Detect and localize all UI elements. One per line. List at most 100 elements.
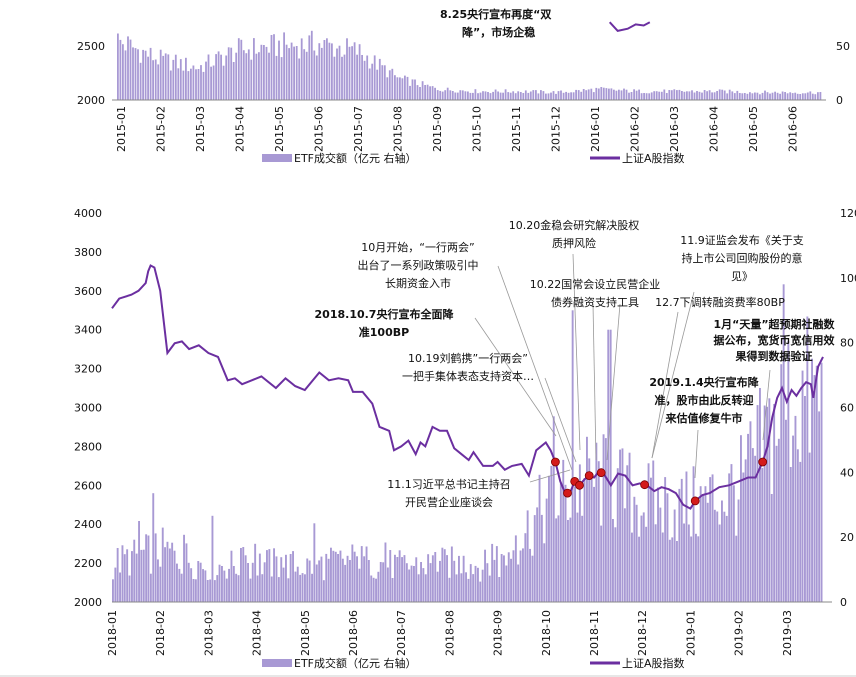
top-etf-bar: [791, 93, 794, 100]
top-etf-bar: [560, 90, 562, 100]
bottom-etf-bar: [548, 475, 550, 602]
bottom-etf-bar: [448, 577, 451, 602]
bottom-etf-bar: [723, 511, 726, 602]
bottom-etf-bar: [285, 554, 287, 602]
bottom-etf-bar: [673, 509, 676, 602]
bottom-index-line: [111, 264, 824, 510]
bottom-etf-bar: [820, 362, 823, 602]
bottom-etf-bar: [311, 573, 313, 602]
bottom-etf-bar: [121, 545, 124, 602]
bottom-etf-bar: [517, 564, 520, 602]
bottom-etf-bar: [555, 518, 558, 602]
top-etf-bar: [673, 89, 676, 100]
top-etf-bar: [414, 79, 416, 100]
top-etf-bar: [484, 91, 487, 100]
top-annotation-line: 降”，市场企稳: [462, 25, 535, 39]
bottom-etf-bar: [645, 526, 648, 602]
top-etf-bar: [185, 57, 187, 100]
top-etf-bar: [419, 87, 421, 100]
top-etf-bar: [152, 60, 154, 100]
bottom-etf-bar: [398, 550, 401, 602]
bottom-y-left-tick-label: 3800: [74, 246, 102, 259]
bottom-y-left-tick-label: 3000: [74, 402, 102, 415]
bottom-etf-bar: [270, 576, 273, 602]
top-etf-bar: [235, 52, 238, 100]
top-etf-bar: [512, 91, 515, 100]
bottom-etf-bar: [664, 477, 667, 602]
top-etf-bar: [786, 93, 789, 100]
bottom-etf-bar: [536, 507, 539, 602]
bottom-etf-bar: [623, 508, 626, 602]
bottom-etf-bar: [761, 468, 764, 602]
top-etf-bar: [295, 46, 298, 100]
event-marker: [551, 457, 560, 467]
top-etf-bar: [263, 45, 265, 100]
bottom-legend-line-label: 上证A股指数: [622, 656, 685, 670]
bottom-etf-bar: [529, 548, 531, 602]
bottom-etf-bar: [339, 550, 342, 602]
top-etf-bar: [197, 69, 200, 100]
bottom-etf-bar: [747, 433, 749, 602]
bottom-etf-bar: [804, 396, 806, 602]
top-etf-bar: [215, 54, 217, 100]
bottom-etf-bar: [569, 517, 572, 602]
bottom-legend-bar-swatch: [262, 659, 292, 667]
top-etf-bar: [449, 90, 452, 100]
bottom-y-left-tick-label: 2400: [74, 518, 102, 531]
top-etf-bar: [600, 87, 603, 100]
bottom-y-right-tick-label: 60: [840, 402, 854, 415]
bottom-etf-bar: [593, 486, 595, 602]
bottom-etf-bar: [382, 562, 385, 602]
bottom-etf-bar: [417, 574, 420, 602]
bottom-etf-bar: [725, 515, 728, 602]
bottom-etf-bar: [540, 514, 543, 602]
bottom-etf-bar: [628, 452, 631, 602]
bottom-y-right-tick-label: 120: [840, 207, 856, 220]
top-etf-bar: [650, 92, 653, 100]
top-etf-bar: [401, 78, 404, 100]
top-x-tick-label: 2015-03: [194, 106, 207, 152]
bottom-etf-bar: [647, 463, 650, 602]
bottom-y-left-tick-label: 2600: [74, 479, 102, 492]
bottom-x-tick-label: 2019-02: [733, 610, 746, 656]
bottom-etf-bar: [799, 461, 802, 602]
bottom-etf-bar: [728, 473, 731, 602]
bottom-etf-bar: [154, 533, 157, 602]
top-etf-bar: [570, 92, 572, 100]
top-etf-bar: [537, 93, 540, 100]
top-etf-bar: [278, 40, 280, 100]
bottom-etf-bar: [306, 558, 309, 602]
top-etf-bar: [300, 38, 303, 100]
top-x-tick-label: 2015-08: [392, 106, 405, 152]
bottom-etf-bar: [112, 579, 114, 602]
top-etf-bar: [749, 92, 751, 100]
bottom-etf-bar: [782, 284, 785, 602]
bottom-etf-bar: [351, 544, 354, 602]
top-x-tick-label: 2016-05: [747, 106, 760, 152]
bottom-y-right-tick-label: 0: [840, 596, 847, 609]
bottom-etf-bar: [668, 539, 671, 602]
top-etf-bar: [693, 92, 696, 100]
bottom-etf-bar: [386, 567, 389, 602]
top-etf-bar: [409, 85, 411, 100]
top-etf-bar: [615, 90, 618, 100]
bottom-etf-bar: [661, 532, 664, 602]
bottom-etf-bar: [607, 329, 610, 602]
bottom-etf-bar: [503, 555, 505, 602]
annotation-text-a6: 2018.10.7央行宣布全面降: [315, 307, 455, 321]
bottom-x-ticks: 2018-01 2018-02 2018-03 2018-04 2018-05 2018-…: [106, 610, 794, 656]
annotation-text-a10: 11.1习近平总书记主持召: [387, 477, 511, 491]
top-etf-bar: [507, 92, 510, 100]
top-x-tick-label: 2015-01: [115, 106, 128, 152]
top-etf-bar: [487, 92, 489, 100]
top-etf-bar: [630, 92, 633, 100]
bottom-x-tick-label: 2018-03: [202, 610, 215, 656]
top-etf-bar: [721, 89, 724, 100]
bottom-etf-bar: [481, 569, 484, 602]
bottom-etf-bar: [424, 574, 427, 602]
bottom-etf-bar: [811, 358, 813, 602]
bottom-etf-bar: [135, 553, 138, 602]
bottom-etf-bar: [280, 557, 283, 602]
bottom-etf-bar: [429, 563, 432, 602]
